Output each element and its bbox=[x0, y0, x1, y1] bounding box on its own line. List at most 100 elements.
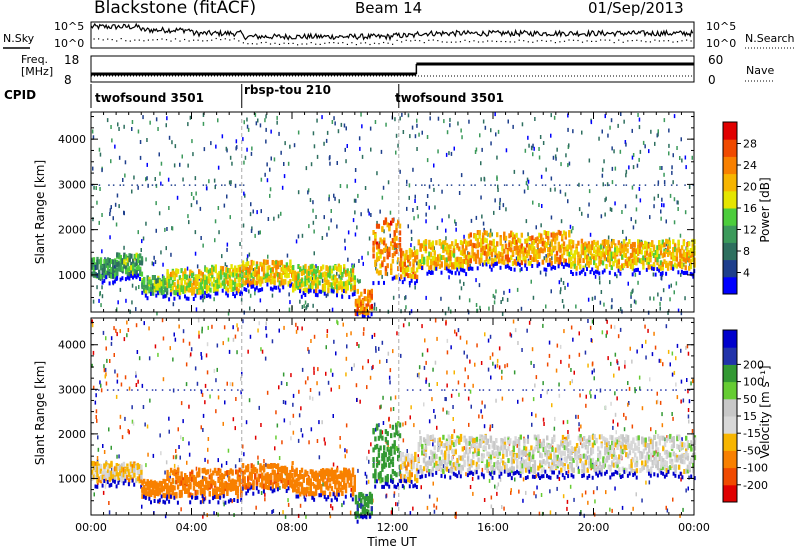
scatter-point bbox=[307, 376, 309, 381]
scatter-point bbox=[96, 418, 98, 423]
scatter-point bbox=[436, 225, 439, 230]
echo-cell bbox=[626, 242, 629, 248]
scatter-point bbox=[673, 220, 676, 225]
scatter-point bbox=[383, 229, 385, 234]
scatter-point bbox=[549, 489, 551, 494]
ytick-label: 2000 bbox=[58, 224, 86, 237]
echo-cell bbox=[360, 308, 363, 314]
scatter-point bbox=[127, 429, 129, 433]
scatter-point bbox=[344, 238, 346, 243]
range-artifact-point bbox=[174, 184, 176, 186]
echo-cell bbox=[593, 260, 596, 266]
scatter-point bbox=[145, 257, 147, 262]
echo-cell bbox=[679, 252, 682, 258]
scatter-point bbox=[192, 272, 195, 277]
scatter-point bbox=[680, 311, 683, 316]
echo-cell bbox=[612, 261, 615, 267]
scatter-point bbox=[216, 367, 218, 372]
scatter-point bbox=[283, 162, 285, 166]
scatter-point bbox=[647, 310, 650, 315]
echo-cell bbox=[196, 289, 199, 294]
scatter-point bbox=[627, 381, 629, 385]
echo-cell bbox=[264, 277, 267, 283]
nsky-tick-high: 10^5 bbox=[54, 20, 85, 33]
echo-edge-cell bbox=[383, 280, 385, 285]
range-artifact-point bbox=[558, 389, 560, 391]
echo-cell bbox=[586, 247, 589, 253]
echo-cell bbox=[374, 239, 377, 245]
scatter-point bbox=[195, 191, 197, 196]
scatter-point bbox=[243, 310, 245, 315]
scatter-point bbox=[650, 427, 652, 432]
echo-edge-cell bbox=[194, 496, 197, 500]
scatter-point bbox=[527, 135, 529, 140]
scatter-point bbox=[555, 368, 558, 373]
echo-cell bbox=[185, 274, 189, 280]
scatter-point bbox=[113, 326, 115, 331]
echo-cell bbox=[122, 471, 126, 477]
scatter-point bbox=[657, 132, 659, 137]
echo-cell bbox=[155, 278, 158, 284]
echo-cell bbox=[591, 254, 594, 259]
echo-cell bbox=[649, 257, 652, 263]
echo-edge-cell bbox=[431, 270, 434, 275]
scatter-point bbox=[326, 329, 329, 334]
echo-cell bbox=[204, 283, 207, 289]
scatter-point bbox=[489, 334, 492, 339]
echo-cell bbox=[211, 273, 214, 279]
echo-cell bbox=[191, 476, 194, 482]
scatter-point bbox=[309, 198, 312, 202]
scatter-point bbox=[282, 510, 284, 515]
range-artifact-point bbox=[479, 389, 481, 391]
echo-cell bbox=[605, 239, 608, 245]
scatter-point bbox=[119, 425, 121, 430]
scatter-point bbox=[123, 337, 126, 342]
range-artifact-point bbox=[532, 389, 534, 391]
echo-cell bbox=[185, 480, 189, 485]
echo-edge-cell bbox=[164, 294, 167, 299]
nsearch-point bbox=[165, 39, 168, 41]
echo-cell bbox=[119, 257, 122, 263]
scatter-point bbox=[260, 177, 263, 182]
echo-cell bbox=[379, 249, 382, 255]
scatter-point bbox=[578, 331, 580, 336]
scatter-point bbox=[203, 147, 206, 152]
echo-cell bbox=[327, 266, 330, 272]
range-artifact-point bbox=[646, 389, 649, 391]
scatter-point bbox=[680, 379, 683, 384]
scatter-point bbox=[182, 338, 185, 343]
echo-cell bbox=[211, 269, 214, 275]
echo-cell bbox=[143, 485, 146, 490]
echo-cell bbox=[306, 270, 309, 276]
scatter-point bbox=[567, 469, 570, 474]
scatter-point bbox=[284, 514, 287, 519]
scatter-point bbox=[433, 246, 435, 251]
scatter-point bbox=[180, 507, 182, 512]
echo-edge-cell bbox=[545, 267, 548, 272]
echo-cell bbox=[146, 285, 149, 291]
echo-cell bbox=[538, 253, 541, 259]
scatter-point bbox=[578, 422, 580, 427]
echo-cell bbox=[629, 253, 633, 259]
echo-cell bbox=[245, 262, 248, 268]
scatter-point bbox=[497, 184, 499, 189]
echo-cell bbox=[532, 252, 536, 258]
echo-cell bbox=[414, 274, 417, 280]
echo-cell bbox=[221, 269, 225, 275]
echo-cell bbox=[153, 493, 156, 499]
echo-cell bbox=[96, 264, 99, 270]
scatter-point bbox=[382, 185, 385, 190]
scatter-point bbox=[167, 177, 170, 182]
scatter-point bbox=[311, 277, 313, 282]
scatter-point bbox=[378, 346, 380, 351]
scatter-point bbox=[117, 300, 119, 305]
echo-cell bbox=[153, 489, 156, 495]
echo-edge-cell bbox=[401, 280, 404, 285]
echo-cell bbox=[148, 287, 151, 293]
scatter-point bbox=[457, 380, 460, 385]
scatter-point bbox=[534, 383, 536, 388]
scatter-point bbox=[460, 173, 463, 178]
scatter-point bbox=[498, 346, 501, 351]
scatter-point bbox=[599, 300, 602, 305]
scatter-point bbox=[106, 118, 109, 123]
